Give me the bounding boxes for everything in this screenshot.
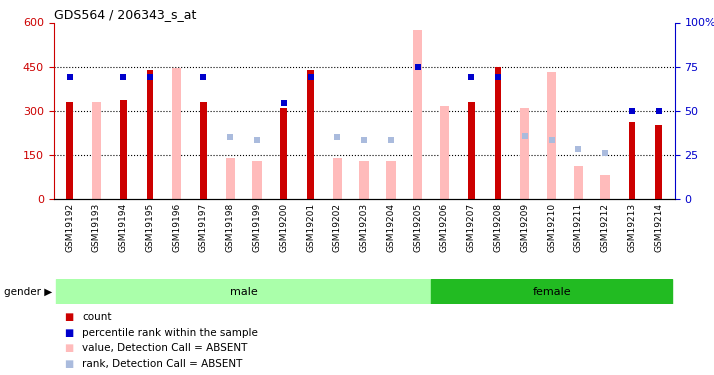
Bar [468, 102, 475, 199]
Bar [91, 102, 101, 199]
Bar [495, 67, 501, 199]
Text: male: male [230, 286, 258, 297]
Text: value, Detection Call = ABSENT: value, Detection Call = ABSENT [82, 344, 248, 353]
Bar [655, 125, 662, 199]
Bar [547, 72, 556, 199]
Text: GSM19206: GSM19206 [440, 203, 449, 252]
Text: GSM19204: GSM19204 [386, 203, 396, 252]
Text: rank, Detection Call = ABSENT: rank, Detection Call = ABSENT [82, 359, 243, 369]
Text: GSM19193: GSM19193 [92, 203, 101, 252]
Bar [120, 100, 126, 199]
Text: GSM19199: GSM19199 [253, 203, 261, 252]
Text: GSM19203: GSM19203 [360, 203, 368, 252]
Bar [252, 160, 262, 199]
Text: GSM19211: GSM19211 [574, 203, 583, 252]
Bar [56, 279, 431, 304]
Bar [200, 102, 207, 199]
Text: gender ▶: gender ▶ [4, 286, 52, 297]
Text: ■: ■ [64, 328, 74, 338]
Text: GSM19192: GSM19192 [65, 203, 74, 252]
Text: GSM19195: GSM19195 [146, 203, 154, 252]
Bar [333, 158, 342, 199]
Text: percentile rank within the sample: percentile rank within the sample [82, 328, 258, 338]
Bar [440, 106, 449, 199]
Text: GSM19205: GSM19205 [413, 203, 422, 252]
Bar [146, 69, 154, 199]
Text: count: count [82, 312, 111, 322]
Text: GSM19214: GSM19214 [654, 203, 663, 252]
Text: GSM19198: GSM19198 [226, 203, 235, 252]
Text: GSM19202: GSM19202 [333, 203, 342, 252]
Bar [281, 108, 287, 199]
Bar [307, 69, 314, 199]
Text: GSM19197: GSM19197 [199, 203, 208, 252]
Bar [520, 108, 530, 199]
Bar [431, 279, 672, 304]
Text: GSM19196: GSM19196 [172, 203, 181, 252]
Bar [359, 160, 369, 199]
Bar [386, 160, 396, 199]
Text: GSM19207: GSM19207 [467, 203, 476, 252]
Text: female: female [532, 286, 571, 297]
Text: GSM19208: GSM19208 [493, 203, 503, 252]
Bar [226, 158, 235, 199]
Text: GSM19212: GSM19212 [600, 203, 610, 252]
Bar [172, 68, 181, 199]
Bar [573, 166, 583, 199]
Text: GSM19210: GSM19210 [547, 203, 556, 252]
Bar [628, 122, 635, 199]
Text: ■: ■ [64, 359, 74, 369]
Text: ■: ■ [64, 312, 74, 322]
Bar [600, 175, 610, 199]
Bar [66, 102, 73, 199]
Text: GDS564 / 206343_s_at: GDS564 / 206343_s_at [54, 8, 196, 21]
Text: GSM19201: GSM19201 [306, 203, 315, 252]
Text: GSM19209: GSM19209 [521, 203, 529, 252]
Bar [413, 30, 423, 199]
Text: ■: ■ [64, 344, 74, 353]
Text: GSM19200: GSM19200 [279, 203, 288, 252]
Text: GSM19213: GSM19213 [628, 203, 636, 252]
Text: GSM19194: GSM19194 [119, 203, 128, 252]
